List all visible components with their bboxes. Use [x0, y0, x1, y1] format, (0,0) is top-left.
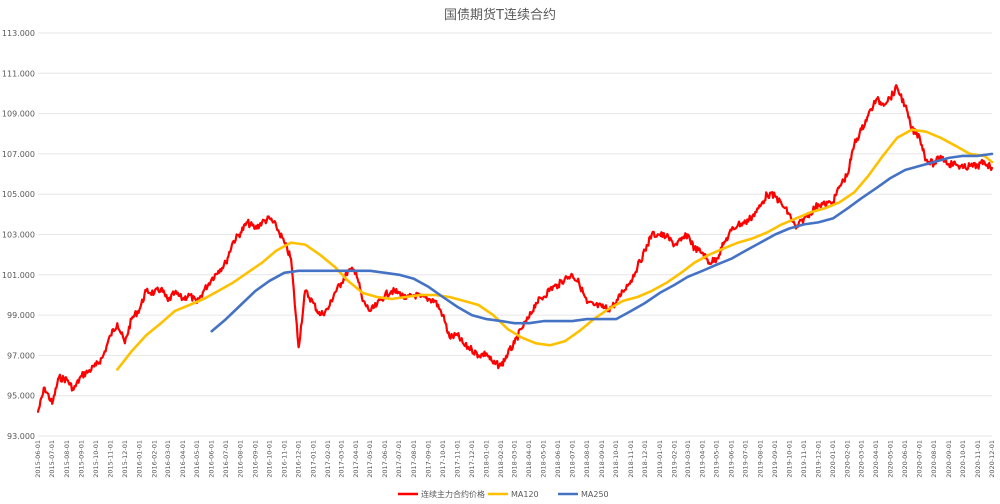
y-axis-ticks: 113.000 111.000 109.000 107.000 105.000 103.0…: [2, 29, 35, 441]
x-tick-label: 2018-06-01: [554, 440, 562, 478]
x-tick-label: 2020-12-01: [988, 440, 996, 478]
series-lines: [36, 84, 994, 413]
x-tick-label: 2018-08-01: [583, 440, 591, 478]
y-tick-label: 105.000: [2, 190, 35, 199]
x-tick-label: 2015-09-01: [78, 440, 86, 478]
y-tick-label: 93.000: [7, 432, 35, 441]
chart-title: 国债期货T连续合约: [444, 7, 556, 23]
x-tick-label: 2019-08-01: [756, 440, 764, 478]
x-tick-label: 2019-09-01: [771, 440, 779, 478]
x-axis-ticks: 2015-06-01 2015-07-01 2015-08-01 2015-09-01…: [34, 440, 996, 478]
x-tick-label: 2018-10-01: [612, 440, 620, 478]
x-tick-label: 2016-06-01: [208, 440, 216, 478]
x-tick-label: 2016-07-01: [222, 440, 230, 478]
x-tick-label: 2020-07-01: [915, 440, 923, 478]
x-tick-label: 2020-11-01: [974, 440, 982, 478]
x-tick-label: 2020-06-01: [901, 440, 909, 478]
x-tick-label: 2018-07-01: [568, 440, 576, 478]
x-tick-label: 2018-01-01: [483, 440, 491, 478]
x-tick-label: 2019-10-01: [785, 440, 793, 478]
x-tick-label: 2020-08-01: [930, 440, 938, 478]
x-tick-label: 2018-04-01: [525, 440, 533, 478]
y-tick-label: 103.000: [2, 231, 35, 240]
x-tick-label: 2017-05-01: [366, 440, 374, 478]
y-tick-label: 109.000: [2, 110, 35, 119]
x-tick-label: 2019-03-01: [684, 440, 692, 478]
y-tick-label: 99.000: [7, 311, 35, 320]
series-line-ma250: [210, 152, 994, 333]
y-tick-label: 101.000: [2, 271, 35, 280]
x-tick-label: 2019-06-01: [727, 440, 735, 478]
x-tick-label: 2019-05-01: [713, 440, 721, 478]
x-tick-label: 2016-04-01: [179, 440, 187, 478]
y-tick-label: 111.000: [2, 69, 35, 78]
x-tick-label: 2017-02-01: [324, 440, 332, 478]
legend-label: MA250: [581, 490, 609, 499]
x-tick-label: 2019-04-01: [698, 440, 706, 478]
y-tick-label: 95.000: [7, 392, 35, 401]
x-tick-label: 2016-09-01: [251, 440, 259, 478]
x-tick-label: 2015-10-01: [92, 440, 100, 478]
x-tick-label: 2015-08-01: [63, 440, 71, 478]
legend: 连续主力合约价格 MA120 MA250: [398, 489, 609, 499]
x-tick-label: 2020-02-01: [844, 440, 852, 478]
x-tick-label: 2019-12-01: [814, 440, 822, 478]
x-tick-label: 2016-05-01: [193, 440, 201, 478]
series-line-price: [36, 84, 994, 413]
x-tick-label: 2016-11-01: [280, 440, 288, 478]
x-tick-label: 2018-12-01: [641, 440, 649, 478]
x-tick-label: 2020-01-01: [829, 440, 837, 478]
y-tick-label: 107.000: [2, 150, 35, 159]
x-tick-label: 2017-04-01: [352, 440, 360, 478]
legend-label: MA120: [511, 490, 539, 499]
x-tick-label: 2018-03-01: [511, 440, 519, 478]
x-tick-label: 2019-07-01: [742, 440, 750, 478]
x-tick-label: 2015-11-01: [107, 440, 115, 478]
x-tick-label: 2016-12-01: [295, 440, 303, 478]
x-tick-label: 2017-07-01: [395, 440, 403, 478]
series-line-ma120: [116, 128, 994, 371]
x-tick-label: 2018-02-01: [497, 440, 505, 478]
x-tick-label: 2020-05-01: [886, 440, 894, 478]
x-tick-label: 2019-11-01: [800, 440, 808, 478]
x-tick-label: 2015-07-01: [48, 440, 56, 478]
x-tick-label: 2020-10-01: [959, 440, 967, 478]
x-tick-label: 2019-01-01: [656, 440, 664, 478]
x-tick-label: 2020-03-01: [857, 440, 865, 478]
y-tick-label: 97.000: [7, 351, 35, 360]
x-tick-label: 2020-09-01: [945, 440, 953, 478]
x-tick-label: 2016-10-01: [266, 440, 274, 478]
x-tick-label: 2016-08-01: [237, 440, 245, 478]
x-tick-label: 2016-01-01: [136, 440, 144, 478]
x-tick-label: 2017-09-01: [425, 440, 433, 478]
x-tick-label: 2015-12-01: [121, 440, 129, 478]
y-tick-label: 113.000: [2, 29, 35, 38]
x-tick-label: 2019-02-01: [670, 440, 678, 478]
grid: [38, 32, 992, 437]
x-tick-label: 2017-06-01: [381, 440, 389, 478]
x-tick-label: 2015-06-01: [34, 440, 42, 478]
x-tick-label: 2018-11-01: [627, 440, 635, 478]
x-tick-label: 2017-10-01: [439, 440, 447, 478]
x-tick-label: 2017-08-01: [410, 440, 418, 478]
x-tick-label: 2017-11-01: [454, 440, 462, 478]
x-tick-label: 2018-09-01: [598, 440, 606, 478]
x-tick-label: 2020-04-01: [872, 440, 880, 478]
x-tick-label: 2016-02-01: [150, 440, 158, 478]
x-tick-label: 2017-01-01: [309, 440, 317, 478]
x-tick-label: 2018-05-01: [539, 440, 547, 478]
x-tick-label: 2017-12-01: [468, 440, 476, 478]
x-tick-label: 2016-03-01: [164, 440, 172, 478]
x-tick-label: 2017-03-01: [337, 440, 345, 478]
legend-label: 连续主力合约价格: [421, 489, 485, 499]
